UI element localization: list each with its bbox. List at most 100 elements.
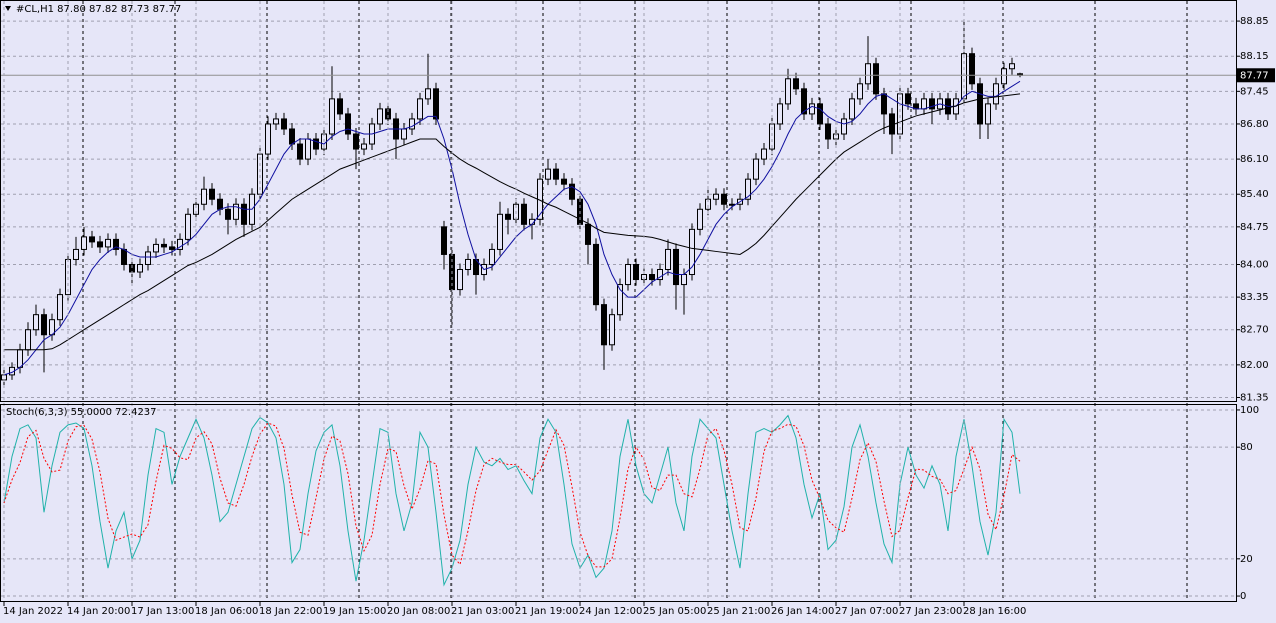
candle-body (73, 248, 79, 260)
candle-body (609, 314, 615, 346)
candle-body (497, 213, 503, 250)
stoch-panel-frame (0, 404, 1237, 602)
candle-body (177, 238, 183, 250)
y-tick-label: 80 (1240, 442, 1253, 453)
candle-body (137, 263, 143, 273)
candle-body (721, 193, 727, 205)
candle-body (561, 178, 567, 185)
candle-body (625, 263, 631, 286)
candle-body (465, 258, 471, 271)
candle-body (169, 246, 175, 250)
candle-body (1001, 68, 1007, 85)
candle-body (777, 103, 783, 125)
candle-body (361, 143, 367, 150)
y-tick-label: 100 (1240, 405, 1259, 416)
y-tick-label: 0 (1240, 591, 1246, 602)
candle-body (929, 98, 935, 110)
candle-body (585, 223, 591, 245)
series-line (3, 414, 1021, 587)
y-tick-label: 83.35 (1240, 292, 1269, 303)
candle-body (305, 138, 311, 160)
candle-body (617, 284, 623, 316)
y-tick-label: 88.85 (1240, 16, 1269, 27)
y-tick-label: 82.70 (1240, 325, 1269, 336)
candle-body (385, 108, 391, 120)
candle-body (865, 63, 871, 85)
candle-body (409, 118, 415, 130)
candle-body (521, 203, 527, 225)
y-tick-label: 88.15 (1240, 51, 1269, 62)
main-panel-frame (0, 0, 1237, 402)
y-tick-label: 84.75 (1240, 222, 1269, 233)
candle-body (297, 143, 303, 160)
candle-body (857, 83, 863, 100)
y-tick-label: 86.10 (1240, 154, 1269, 165)
x-tick-label: 25 Jan 05:00 (643, 606, 706, 617)
candle-body (545, 168, 551, 180)
candle-body (329, 98, 335, 135)
candle-body (905, 93, 911, 105)
candle-body (193, 203, 199, 215)
candle-body (969, 53, 975, 85)
candle-body (353, 133, 359, 150)
candle-body (657, 269, 663, 281)
candle-body (921, 98, 927, 110)
chart-title: #CL,H1 87.80 87.82 87.73 87.77 (16, 4, 181, 15)
candle-body (377, 108, 383, 125)
y-tick-label: 84.00 (1240, 259, 1269, 270)
candle-body (105, 238, 111, 248)
y-tick-label: 82.00 (1240, 360, 1269, 371)
x-tick-label: 27 Jan 07:00 (835, 606, 898, 617)
y-tick-label: 87.45 (1240, 86, 1269, 97)
candle-body (345, 113, 351, 135)
candle-body (745, 178, 751, 200)
candle-body (313, 138, 319, 150)
candle-body (81, 236, 87, 250)
candle-body (113, 238, 119, 250)
candle-body (225, 208, 231, 220)
candle-body (153, 243, 159, 253)
x-tick-label: 17 Jan 13:00 (131, 606, 194, 617)
x-tick-label: 21 Jan 19:00 (515, 606, 578, 617)
indicator-title: Stoch(6,3,3) 55.0000 72.4237 (6, 407, 157, 418)
x-tick-label: 25 Jan 21:00 (707, 606, 770, 617)
series-line (3, 80, 1021, 376)
candle-body (281, 118, 287, 130)
candle-body (793, 78, 799, 90)
candle-body (489, 248, 495, 265)
candle-body (417, 98, 423, 120)
candle-body (633, 263, 639, 281)
candle-body (89, 236, 95, 243)
candle-body (265, 123, 271, 155)
candle-body (289, 128, 295, 145)
x-tick-label: 18 Jan 22:00 (259, 606, 322, 617)
candle-body (425, 88, 431, 100)
candle-body (553, 168, 559, 180)
candle-body (441, 226, 447, 255)
y-tick-label: 20 (1240, 554, 1253, 565)
candle-body (761, 148, 767, 160)
candle-body (201, 188, 207, 205)
y-tick-label: 85.40 (1240, 189, 1269, 200)
candle-body (649, 274, 655, 281)
candle-body (25, 329, 31, 351)
menu-arrow[interactable] (5, 6, 11, 11)
y-tick-label: 86.80 (1240, 119, 1269, 130)
candle-body (601, 304, 607, 346)
candle-body (57, 294, 63, 321)
candle-body (817, 103, 823, 125)
series-line (3, 422, 1021, 568)
candle-body (873, 63, 879, 95)
x-tick-label: 14 Jan 20:00 (67, 606, 130, 617)
candle-body (849, 98, 855, 120)
candle-body (97, 241, 103, 248)
candle-body (233, 203, 239, 220)
x-tick-label: 28 Jan 16:00 (963, 606, 1026, 617)
candle-body (161, 243, 167, 248)
candle-body (841, 118, 847, 135)
candle-body (1009, 63, 1015, 70)
candle-body (801, 88, 807, 115)
last-price-label: 87.77 (1240, 70, 1269, 81)
x-tick-label: 18 Jan 06:00 (195, 606, 258, 617)
candle-body (681, 274, 687, 286)
